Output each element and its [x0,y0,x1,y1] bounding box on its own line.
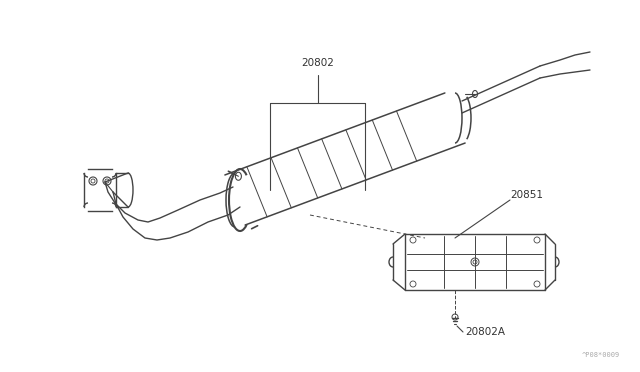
Text: 20851: 20851 [510,190,543,200]
Text: 20802A: 20802A [465,327,505,337]
Text: 20802: 20802 [301,58,334,68]
Text: ^P08*0009: ^P08*0009 [582,352,620,358]
